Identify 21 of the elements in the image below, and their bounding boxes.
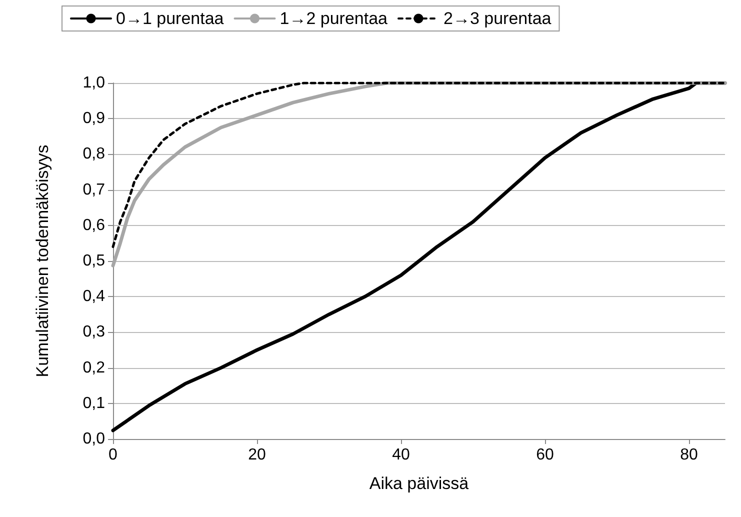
x-axis-title: Aika päivissä xyxy=(369,474,470,493)
y-tick-label: 0,9 xyxy=(82,110,106,128)
y-tick-label: 0,2 xyxy=(82,359,106,376)
x-tick-label: 40 xyxy=(392,446,410,464)
x-tick-label: 20 xyxy=(248,446,266,464)
y-tick-label: 0,7 xyxy=(82,181,106,198)
y-tick-label: 0,0 xyxy=(82,430,106,448)
legend-label: 0→1 purentaa xyxy=(116,9,224,28)
y-tick-label: 0,5 xyxy=(82,252,106,270)
y-tick-label: 0,4 xyxy=(82,288,106,306)
y-tick-label: 0,3 xyxy=(82,324,106,341)
y-tick-label: 1,0 xyxy=(82,74,106,92)
legend-label: 1→2 purentaa xyxy=(280,9,388,28)
x-tick-label: 80 xyxy=(680,446,698,464)
x-tick-label: 0 xyxy=(108,446,118,464)
y-axis-title: Kumulatiivinen todennäköisyys xyxy=(33,144,52,378)
legend-label: 2→3 purentaa xyxy=(443,9,552,28)
y-tick-label: 0,1 xyxy=(82,394,106,412)
y-tick-label: 0,8 xyxy=(82,146,106,163)
x-tick-label: 60 xyxy=(536,446,554,464)
y-tick-label: 0,6 xyxy=(82,216,106,234)
